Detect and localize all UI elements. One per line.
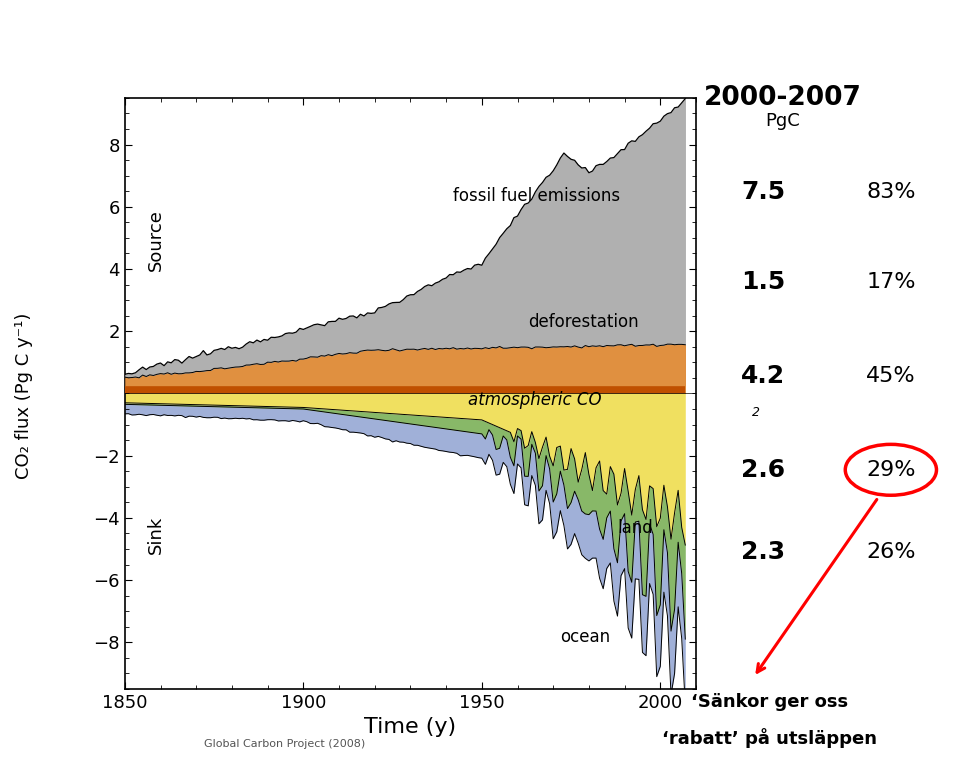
Text: 1.5: 1.5: [741, 270, 785, 294]
Text: PgC: PgC: [765, 113, 800, 130]
Text: 2.3: 2.3: [741, 540, 785, 564]
Text: 29%: 29%: [866, 460, 916, 480]
Text: 26%: 26%: [866, 542, 916, 562]
Text: Human Perturbation of the Global Carbon Budget: Human Perturbation of the Global Carbon …: [14, 27, 946, 60]
Text: Global Carbon Project (2008): Global Carbon Project (2008): [204, 739, 366, 749]
Text: CO₂ flux (Pg C y⁻¹): CO₂ flux (Pg C y⁻¹): [15, 312, 33, 478]
Text: ‘rabatt’ på utsläppen: ‘rabatt’ på utsläppen: [662, 728, 877, 749]
X-axis label: Time (y): Time (y): [365, 717, 456, 738]
Text: fossil fuel emissions: fossil fuel emissions: [453, 186, 620, 204]
Text: 2: 2: [753, 406, 760, 419]
Text: 17%: 17%: [866, 272, 916, 292]
Text: Sink: Sink: [147, 516, 165, 554]
Text: Source: Source: [147, 209, 165, 271]
Text: deforestation: deforestation: [528, 312, 638, 330]
Text: 2000-2007: 2000-2007: [704, 85, 861, 111]
Text: atmospheric CO: atmospheric CO: [468, 392, 601, 410]
Text: ocean: ocean: [561, 629, 611, 647]
Text: 2.6: 2.6: [741, 458, 785, 482]
Text: ‘Sänkor ger oss: ‘Sänkor ger oss: [691, 693, 849, 711]
Text: 4.2: 4.2: [741, 364, 785, 388]
Text: 83%: 83%: [866, 182, 916, 202]
Text: 45%: 45%: [866, 366, 916, 386]
Text: 7.5: 7.5: [741, 180, 785, 204]
Text: land: land: [617, 519, 653, 537]
